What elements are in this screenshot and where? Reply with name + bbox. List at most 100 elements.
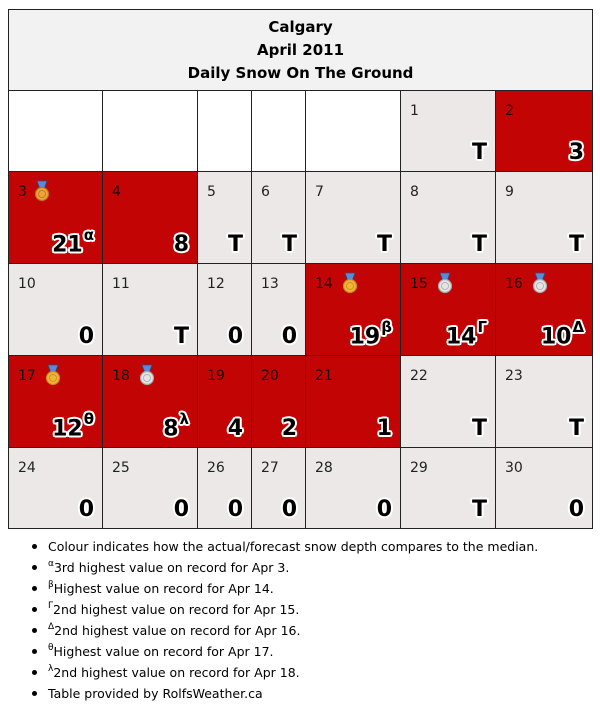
day-number: 8 — [410, 184, 419, 200]
footnote-marker: α — [48, 559, 54, 569]
footnote-text: 2nd highest value on record for Apr 18. — [53, 665, 300, 680]
subject-title: Daily Snow On The Ground — [187, 63, 414, 82]
empty-day-cell — [305, 90, 401, 172]
day-number: 21 — [315, 368, 333, 384]
footnote-item: λ2nd highest value on record for Apr 18. — [28, 662, 538, 683]
city-title: Calgary — [268, 17, 333, 36]
empty-day-cell — [8, 90, 103, 172]
day-cell-24: 24 0 — [8, 447, 103, 529]
footnote-text: 2nd highest value on record for Apr 16. — [54, 623, 301, 638]
snow-depth-value: 0 — [281, 497, 297, 522]
day-cell-28: 28 0 — [305, 447, 401, 529]
snow-depth-value: T — [471, 416, 487, 441]
footnote-text: Table provided by RolfsWeather.ca — [48, 686, 263, 701]
snow-depth-value: 3 — [568, 140, 585, 165]
day-cell-15: 15 14Γ — [400, 263, 496, 356]
day-cell-20: 20 2 — [251, 355, 306, 448]
snow-depth-value: 14Γ — [445, 317, 487, 349]
snow-depth-value: T — [471, 140, 487, 165]
day-number: 1 — [410, 103, 419, 119]
day-number: 18 — [112, 368, 130, 384]
snow-depth-value: T — [281, 232, 297, 257]
snow-depth-value: 0 — [227, 497, 243, 522]
footnote-marker: θ — [48, 643, 54, 653]
day-cell-16: 16 10Δ — [494, 263, 594, 356]
week-row: 10 0 11 T 12 0 13 0 14 19β 15 14Γ 16 10Δ — [8, 263, 594, 356]
day-cell-3: 3 21α — [8, 171, 103, 264]
day-number: 7 — [315, 184, 324, 200]
footnote-text: 2nd highest value on record for Apr 15. — [53, 602, 300, 617]
record-marker: θ — [83, 409, 94, 428]
day-number: 22 — [410, 368, 428, 384]
empty-day-cell — [102, 90, 198, 172]
calendar-header: Calgary April 2011 Daily Snow On The Gro… — [7, 9, 594, 91]
week-row: 24 0 25 0 26 0 27 0 28 0 29 T 30 0 — [8, 447, 594, 529]
empty-day-cell — [251, 90, 306, 172]
day-number: 28 — [315, 460, 333, 476]
day-cell-14: 14 19β — [305, 263, 401, 356]
day-cell-30: 30 0 — [494, 447, 594, 529]
day-number: 2 — [505, 103, 514, 119]
snow-depth-value: T — [569, 416, 585, 441]
day-number: 13 — [261, 276, 279, 292]
day-number: 29 — [410, 460, 428, 476]
footnote-item: α3rd highest value on record for Apr 3. — [28, 557, 538, 578]
snow-calendar: Calgary April 2011 Daily Snow On The Gro… — [7, 9, 594, 529]
snow-depth-value: T — [227, 232, 243, 257]
empty-day-cell — [197, 90, 252, 172]
day-cell-18: 18 8λ — [102, 355, 198, 448]
snow-depth-value: T — [471, 497, 487, 522]
day-number: 3 — [18, 184, 27, 200]
snow-depth-value: 0 — [376, 497, 392, 522]
day-cell-22: 22 T — [400, 355, 496, 448]
day-cell-27: 27 0 — [251, 447, 306, 529]
day-cell-25: 25 0 — [102, 447, 198, 529]
footnote-marker: Γ — [48, 601, 54, 611]
day-number: 5 — [207, 184, 216, 200]
day-cell-12: 12 0 — [197, 263, 252, 356]
footnote-text: Colour indicates how the actual/forecast… — [48, 539, 539, 554]
silver-medal-icon — [437, 272, 453, 294]
footnote-item: Δ2nd highest value on record for Apr 16. — [28, 620, 538, 641]
day-cell-26: 26 0 — [197, 447, 252, 529]
day-number: 24 — [18, 460, 36, 476]
footnote-marker: λ — [48, 664, 54, 674]
footnote-marker: Δ — [48, 622, 55, 632]
snow-depth-value: 8 — [173, 232, 189, 257]
snow-depth-value: 0 — [281, 324, 297, 349]
footnotes-list: Colour indicates how the actual/forecast… — [28, 536, 538, 704]
snow-depth-value: 8λ — [163, 409, 189, 441]
silver-medal-icon — [532, 272, 548, 294]
day-number: 27 — [261, 460, 279, 476]
snow-depth-value: T — [173, 324, 189, 349]
day-number: 17 — [18, 368, 36, 384]
day-cell-11: 11 T — [102, 263, 198, 356]
day-number: 26 — [207, 460, 225, 476]
snow-depth-value: 0 — [568, 497, 585, 522]
snow-depth-value: 0 — [227, 324, 243, 349]
snow-depth-value: 10Δ — [540, 317, 585, 349]
day-number: 25 — [112, 460, 130, 476]
day-number: 9 — [505, 184, 514, 200]
silver-medal-icon — [139, 364, 155, 386]
snow-depth-value: 12θ — [52, 409, 94, 441]
footnote-item: Γ2nd highest value on record for Apr 15. — [28, 599, 538, 620]
day-cell-23: 23 T — [494, 355, 594, 448]
day-number: 20 — [261, 368, 279, 384]
week-row: 17 12θ 18 8λ 19 4 20 2 21 1 22 T 23 T — [8, 355, 594, 448]
record-marker: Γ — [477, 317, 487, 336]
snow-depth-value: T — [471, 232, 487, 257]
day-number: 12 — [207, 276, 225, 292]
day-cell-19: 19 4 — [197, 355, 252, 448]
snow-depth-value: 21α — [52, 225, 94, 257]
day-cell-10: 10 0 — [8, 263, 103, 356]
bronze-medal-icon — [34, 180, 50, 202]
snow-depth-value: 2 — [281, 416, 297, 441]
day-cell-13: 13 0 — [251, 263, 306, 356]
day-number: 16 — [505, 276, 523, 292]
